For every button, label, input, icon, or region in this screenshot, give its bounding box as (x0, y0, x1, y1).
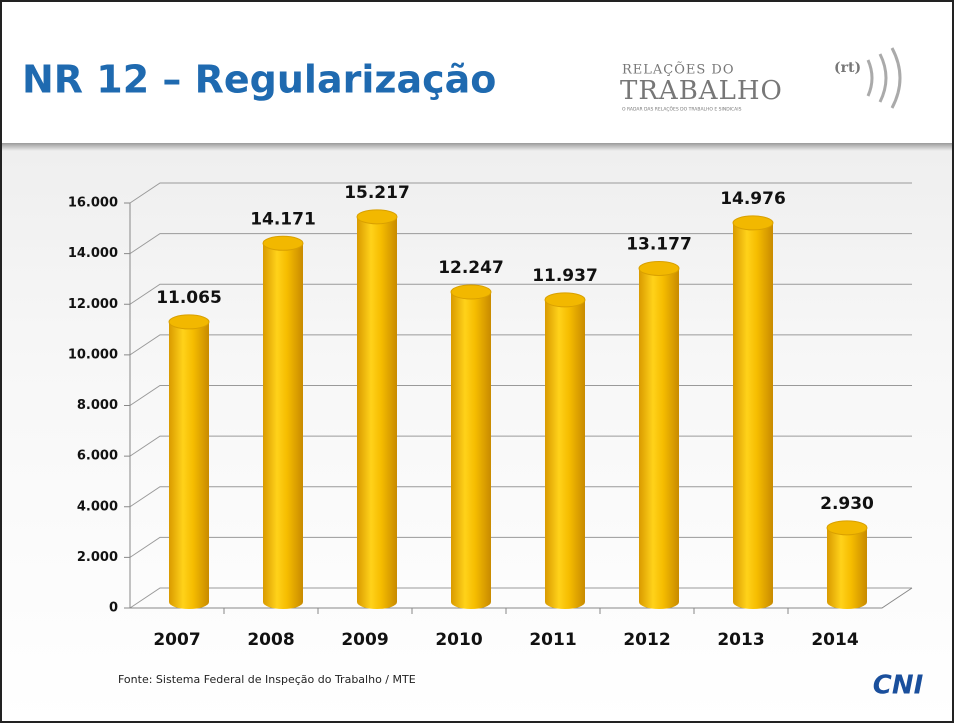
bar (544, 292, 586, 609)
x-tick-label: 2014 (811, 630, 858, 650)
cylinder-top (450, 284, 492, 300)
logo-waves (866, 47, 902, 109)
x-tick-label: 2013 (717, 630, 764, 650)
x-tick-label: 2012 (623, 630, 670, 650)
cylinder-body (545, 299, 585, 609)
cylinder-body (357, 216, 397, 609)
logo-mark: (rt) (834, 60, 861, 76)
x-tick-label: 2009 (341, 630, 388, 650)
data-label: 15.217 (344, 183, 410, 203)
y-tick-label: 2.000 (77, 550, 118, 565)
data-label: 11.937 (532, 266, 598, 286)
cylinder-top (826, 520, 868, 536)
data-label: 11.065 (156, 288, 222, 308)
cylinder-top (356, 209, 398, 225)
grid-line (129, 182, 912, 204)
bar (732, 215, 774, 610)
cylinder-body (169, 321, 209, 609)
y-tick-label: 16.000 (68, 196, 118, 211)
logo-tagline: O RADAR DAS RELAÇÕES DO TRABALHO E SINDI… (622, 106, 742, 113)
data-label: 14.171 (250, 209, 316, 229)
cylinder-body (733, 222, 773, 610)
cylinder-top (638, 260, 680, 276)
y-tick-label: 10.000 (68, 347, 118, 362)
header-band (0, 0, 954, 143)
y-tick-label: 14.000 (68, 246, 118, 261)
x-tick-label: 2010 (435, 630, 482, 650)
y-tick-label: 12.000 (68, 297, 118, 312)
bar (826, 520, 868, 609)
cylinder-body (827, 527, 867, 609)
bar (168, 314, 210, 609)
source-note: Fonte: Sistema Federal de Inspeção do Tr… (118, 673, 416, 686)
x-tick-label: 2007 (153, 630, 200, 650)
bar (638, 260, 680, 609)
cylinder-top (732, 215, 774, 231)
cylinder-body (263, 243, 303, 609)
x-tick-label: 2008 (247, 630, 294, 650)
y-tick-label: 6.000 (77, 449, 118, 464)
data-label: 2.930 (820, 494, 874, 514)
logo: RELAÇÕES DO TRABALHO (rt) O RADAR DAS RE… (620, 47, 902, 113)
data-label: 14.976 (720, 189, 786, 209)
logo-line2: TRABALHO (620, 76, 783, 106)
slide-title: NR 12 – Regularização (22, 58, 496, 102)
bar (450, 284, 492, 609)
cylinder-body (639, 268, 679, 609)
x-tick-label: 2011 (529, 630, 576, 650)
brand-logo: CNI (873, 671, 924, 701)
data-label: 12.247 (438, 258, 504, 278)
cylinder-top (168, 314, 210, 330)
y-tick-label: 4.000 (77, 499, 118, 514)
logo-line1: RELAÇÕES DO (622, 62, 735, 78)
y-tick-label: 8.000 (77, 398, 118, 413)
cylinder-body (451, 291, 491, 609)
header-shadow (0, 143, 954, 151)
cylinder-top (262, 235, 304, 251)
bar (262, 235, 304, 609)
y-tick-label: 0 (109, 601, 118, 616)
grid-line (129, 233, 912, 255)
data-label: 13.177 (626, 234, 692, 254)
bar (356, 209, 398, 609)
cylinder-top (544, 292, 586, 308)
